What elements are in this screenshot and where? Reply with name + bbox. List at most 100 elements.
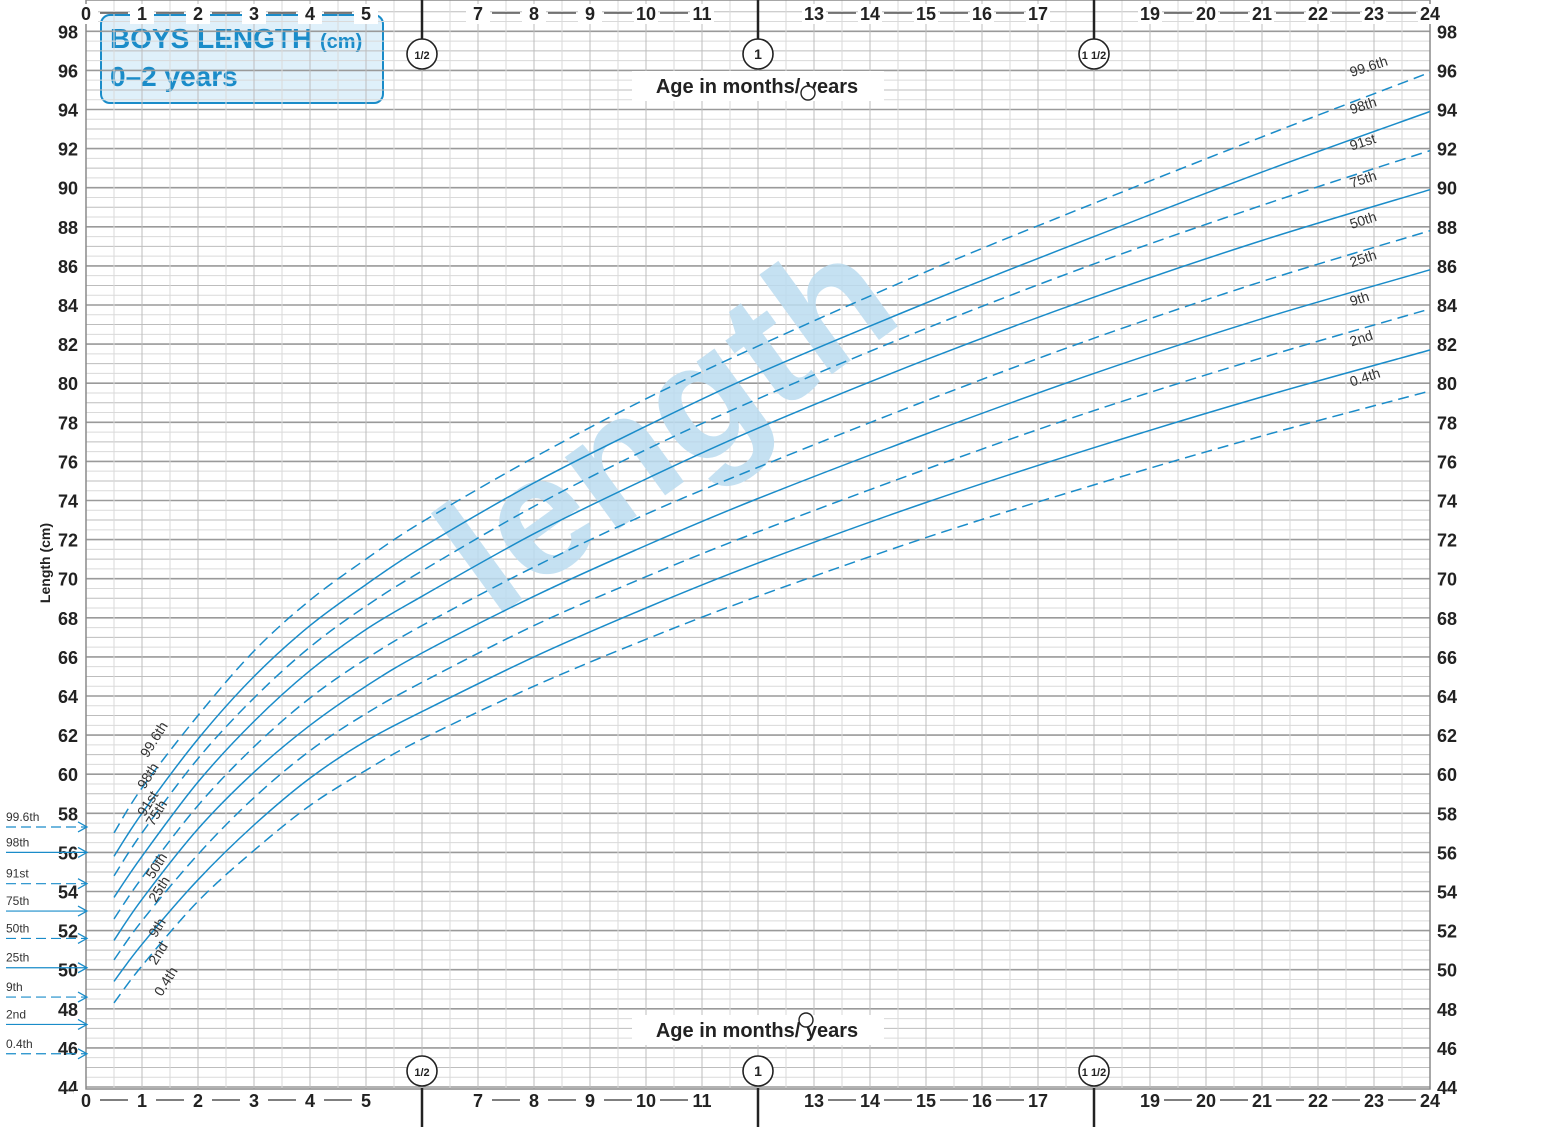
x-axis-title-bg — [632, 1015, 884, 1045]
y-tick-label-left: 68 — [58, 609, 78, 629]
y-tick-label-left: 72 — [58, 531, 78, 551]
x-tick-label-bg — [522, 4, 546, 24]
year-marker-label: 1/2 — [414, 50, 429, 62]
x-tick-label-top: 17 — [1028, 4, 1048, 24]
x-tick-label-bottom: 4 — [305, 1091, 315, 1111]
year-marker-circle-top — [406, 38, 438, 70]
y-tick-label-right: 72 — [1437, 531, 1457, 551]
x-tick-label-bg — [186, 4, 210, 24]
chart-title-box: BOYS LENGTH (cm) 0–2 years — [100, 14, 384, 104]
y-tick-label-right: 46 — [1437, 1039, 1457, 1059]
centile-label-right: 75th — [1348, 167, 1379, 191]
y-tick-label-right: 64 — [1437, 687, 1457, 707]
y-tick-label-right: 74 — [1437, 492, 1457, 512]
x-tick-label-bottom: 2 — [193, 1091, 203, 1111]
birth-centile-arrow — [77, 1018, 89, 1031]
x-axis-title-bottom: Age in months/ years — [656, 1020, 858, 1042]
x-tick-label-bg — [242, 4, 266, 24]
x-tick-label-bg — [1418, 4, 1442, 24]
x-tick-label-bottom: 23 — [1364, 1091, 1384, 1111]
centile-label-right: 9th — [1348, 288, 1371, 309]
x-tick-label-bg — [1194, 1091, 1218, 1111]
centile-label-right: 50th — [1348, 208, 1379, 232]
x-axis-title-top: Age in months/ years — [656, 76, 858, 98]
y-tick-label-left: 90 — [58, 179, 78, 199]
birth-centile-label: 98th — [6, 835, 29, 849]
y-tick-label-left: 54 — [58, 883, 78, 903]
y-tick-label-right: 54 — [1437, 883, 1457, 903]
birth-centile-label: 25th — [6, 951, 29, 965]
x-tick-label-bg — [970, 4, 994, 24]
x-tick-label-bg — [1138, 1091, 1162, 1111]
x-tick-label-bg — [914, 1091, 938, 1111]
x-tick-label-bottom: 10 — [636, 1091, 656, 1111]
x-tick-label-top: 23 — [1364, 4, 1384, 24]
x-tick-label-top: 7 — [473, 4, 483, 24]
y-tick-label-left: 58 — [58, 804, 78, 824]
x-tick-label-bg — [1418, 1091, 1442, 1111]
x-tick-label-bg — [1306, 4, 1330, 24]
x-tick-label-bottom: 1 — [137, 1091, 147, 1111]
x-tick-label-bg — [74, 1091, 98, 1111]
chart-title-text: BOYS LENGTH — [110, 23, 313, 54]
x-tick-label-top: 22 — [1308, 4, 1328, 24]
x-tick-label-bottom: 21 — [1252, 1091, 1272, 1111]
centile-line-50th — [113, 229, 1431, 920]
x-tick-label-bottom: 0 — [81, 1091, 91, 1111]
year-marker-label: 1 1/2 — [1082, 1067, 1106, 1079]
x-axis-title-bg — [632, 71, 884, 101]
y-tick-label-right: 52 — [1437, 922, 1457, 942]
centile-line-98th — [113, 110, 1431, 857]
birth-centile-label: 9th — [6, 980, 23, 994]
y-tick-label-right: 94 — [1437, 101, 1457, 121]
x-tick-label-top: 9 — [585, 4, 595, 24]
x-tick-label-top: 14 — [860, 4, 880, 24]
y-tick-label-right: 78 — [1437, 413, 1457, 433]
year-marker-circle-top — [1078, 38, 1110, 70]
grid — [85, 0, 1431, 1090]
birth-centile-arrow — [77, 821, 89, 833]
x-tick-label-bottom: 19 — [1140, 1091, 1160, 1111]
y-tick-label-left: 64 — [58, 687, 78, 707]
x-tick-label-top: 1 — [137, 4, 147, 24]
birth-centile-label: 91st — [6, 867, 29, 881]
x-tick-label-bottom: 13 — [804, 1091, 824, 1111]
x-title-marker-bottom — [798, 1012, 814, 1028]
x-tick-label-bottom: 20 — [1196, 1091, 1216, 1111]
birth-centile-label: 75th — [6, 894, 29, 908]
x-tick-label-top: 11 — [692, 4, 711, 24]
y-tick-label-left: 66 — [58, 648, 78, 668]
chart-title: BOYS LENGTH (cm) — [110, 22, 374, 59]
x-title-marker-top — [800, 85, 816, 101]
y-tick-label-right: 62 — [1437, 726, 1457, 746]
y-tick-label-right: 50 — [1437, 961, 1457, 981]
centile-label-right: 2nd — [1348, 327, 1375, 349]
x-tick-label-top: 5 — [361, 4, 371, 24]
x-tick-label-bg — [466, 1091, 490, 1111]
year-marker-label: 1/2 — [414, 1067, 429, 1079]
centile-line-91st — [113, 149, 1431, 877]
x-tick-label-top: 0 — [81, 4, 91, 24]
x-tick-label-top: 16 — [972, 4, 992, 24]
y-tick-label-right: 48 — [1437, 1000, 1457, 1020]
birth-centile-arrow — [77, 991, 89, 1003]
birth-centile-arrow — [77, 962, 89, 974]
x-tick-label-top: 20 — [1196, 4, 1216, 24]
y-tick-label-left: 60 — [58, 765, 78, 785]
x-tick-label-bg — [858, 1091, 882, 1111]
y-tick-label-left: 84 — [58, 296, 78, 316]
centile-label-right: 99.6th — [1348, 53, 1390, 80]
y-tick-label-right: 88 — [1437, 218, 1457, 238]
x-tick-label-bg — [242, 1091, 266, 1111]
y-tick-label-left: 74 — [58, 492, 78, 512]
y-tick-label-left: 62 — [58, 726, 78, 746]
x-tick-label-bg — [522, 1091, 546, 1111]
x-tick-label-bottom: 22 — [1308, 1091, 1328, 1111]
y-tick-label-left: 48 — [58, 1000, 78, 1020]
y-tick-label-left: 50 — [58, 961, 78, 981]
y-tick-label-left: 46 — [58, 1039, 78, 1059]
x-tick-label-bottom: 24 — [1420, 1091, 1440, 1111]
x-tick-label-bg — [970, 1091, 994, 1111]
y-tick-label-left: 80 — [58, 374, 78, 394]
